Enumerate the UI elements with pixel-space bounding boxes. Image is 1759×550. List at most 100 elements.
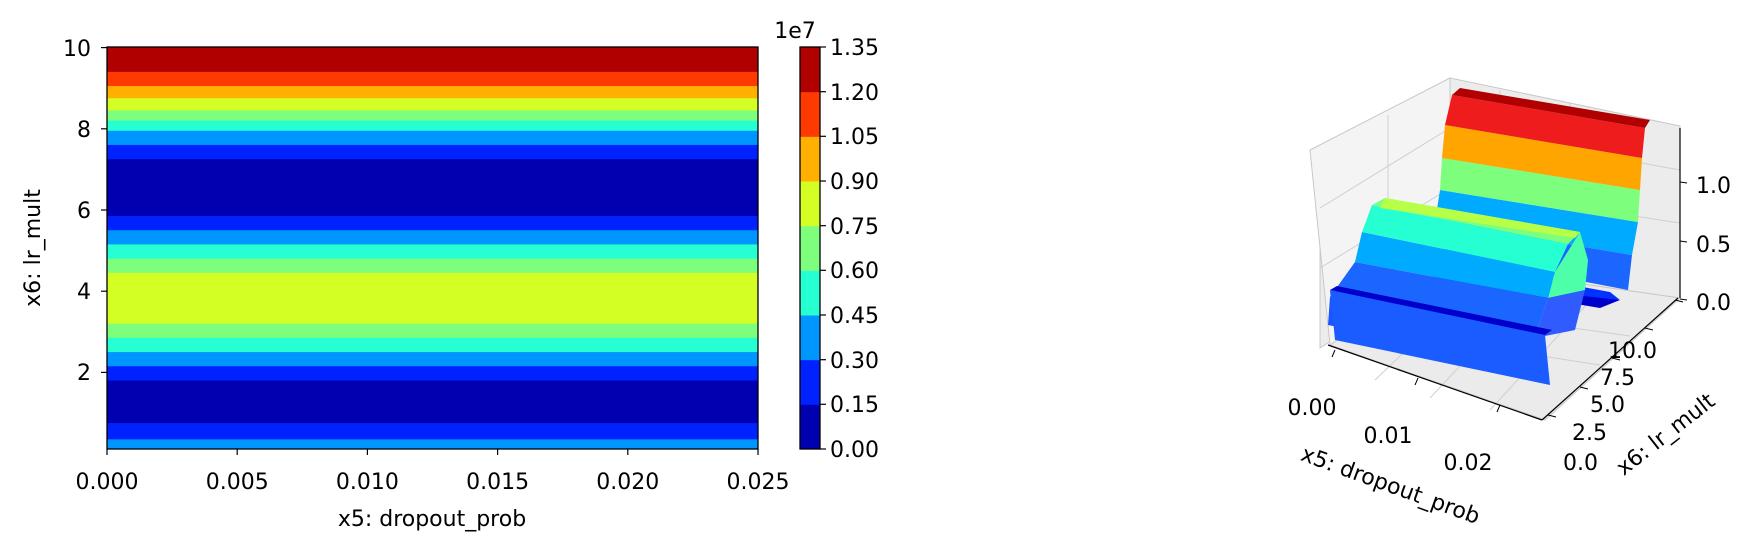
colorbar-tick: 0.60 bbox=[820, 259, 879, 284]
colorbar-tick: 0.45 bbox=[820, 304, 879, 329]
surface-band bbox=[1442, 125, 1642, 190]
contour-bands bbox=[107, 47, 758, 450]
colorbar-cell bbox=[800, 270, 820, 316]
contour-plot: 0.000 0.005 0.010 0.015 0.020 0.025 2 4 … bbox=[21, 37, 789, 532]
colorbar-tick-label: 0.15 bbox=[830, 393, 879, 418]
contour-x-tick: 0.005 bbox=[206, 449, 269, 495]
surface-band bbox=[1452, 88, 1650, 128]
colorbar-cell bbox=[800, 315, 820, 361]
surface-x-tick: 0.02 bbox=[1444, 404, 1501, 476]
contour-x-tick: 0.015 bbox=[466, 449, 529, 495]
colorbar-tick: 0.30 bbox=[820, 349, 879, 374]
surface-band bbox=[1355, 232, 1555, 298]
surface-y-tick-label: 5.0 bbox=[1590, 393, 1625, 418]
colorbar-tick-label: 0.30 bbox=[830, 349, 879, 374]
contour-band bbox=[107, 323, 758, 338]
colorbar-cell bbox=[800, 47, 820, 93]
contour-band bbox=[107, 229, 758, 245]
contour-x-ticks: 0.000 0.005 0.010 0.015 0.020 0.025 bbox=[76, 449, 790, 495]
contour-x-tick-label: 0.015 bbox=[466, 470, 529, 495]
contour-y-tick-label: 4 bbox=[77, 280, 91, 305]
colorbar-cell bbox=[800, 136, 820, 182]
surface-x-tick: 0.01 bbox=[1364, 377, 1419, 449]
colorbar: 1e7 0.00 0.15 0.30 0.45 0.60 0.75 0.90 1… bbox=[774, 19, 879, 463]
contour-y-axis-label: x6: lr_mult bbox=[21, 189, 46, 307]
surface-y-ticks: 0.0 2.5 5.0 7.5 10.0 bbox=[1547, 299, 1684, 476]
surface-z-tick: 0.5 bbox=[1679, 233, 1731, 258]
colorbar-tick: 0.75 bbox=[820, 215, 879, 240]
contour-x-tick: 0.025 bbox=[727, 449, 790, 495]
contour-y-tick: 6 bbox=[77, 199, 107, 224]
surface-band bbox=[1362, 205, 1568, 272]
colorbar-tick-label: 0.45 bbox=[830, 304, 879, 329]
surface-x-tick-label: 0.01 bbox=[1364, 424, 1413, 449]
surface-band bbox=[1535, 290, 1585, 338]
contour-x-axis-label: x5: dropout_prob bbox=[338, 507, 526, 532]
contour-y-tick-label: 8 bbox=[77, 118, 91, 143]
contour-band bbox=[107, 144, 758, 160]
contour-band bbox=[107, 109, 758, 121]
surface-y-tick: 10.0 bbox=[1608, 299, 1684, 364]
contour-band bbox=[107, 365, 758, 381]
surface-band bbox=[1445, 95, 1645, 158]
colorbar-multiplier: 1e7 bbox=[774, 19, 816, 44]
contour-band bbox=[107, 85, 758, 99]
surface-front-strip bbox=[1330, 286, 1552, 385]
colorbar-ticks: 0.00 0.15 0.30 0.45 0.60 0.75 0.90 1.05 … bbox=[820, 36, 879, 463]
contour-y-tick: 4 bbox=[77, 280, 107, 305]
colorbar-tick-label: 0.60 bbox=[830, 259, 879, 284]
contour-band bbox=[107, 379, 758, 424]
surface-band bbox=[1330, 286, 1552, 335]
colorbar-cell bbox=[800, 91, 820, 137]
colorbar-tick: 0.90 bbox=[820, 170, 879, 195]
surface-y-tick: 2.5 bbox=[1572, 386, 1607, 446]
colorbar-cells bbox=[800, 47, 820, 450]
surface-z-tick-label: 1.0 bbox=[1696, 174, 1731, 199]
contour-band bbox=[107, 47, 758, 72]
contour-band bbox=[107, 351, 758, 367]
colorbar-tick: 1.20 bbox=[820, 81, 879, 106]
surface-z-tick-label: 0.5 bbox=[1696, 233, 1731, 258]
surface-y-tick-label: 10.0 bbox=[1608, 339, 1657, 364]
contour-x-tick-label: 0.010 bbox=[336, 470, 399, 495]
surface-y-axis-label: x6: lr_mult bbox=[1612, 389, 1720, 481]
colorbar-tick-label: 0.90 bbox=[830, 170, 879, 195]
colorbar-tick: 1.05 bbox=[820, 125, 879, 150]
surface-x-ticks: 0.00 0.01 0.02 bbox=[1288, 349, 1501, 476]
contour-band bbox=[107, 337, 758, 353]
contour-band bbox=[107, 97, 758, 111]
surface-x-tick-label: 0.00 bbox=[1288, 396, 1337, 421]
contour-y-ticks: 2 4 6 8 10 bbox=[63, 37, 107, 386]
contour-x-tick: 0.010 bbox=[336, 449, 399, 495]
colorbar-frame bbox=[799, 46, 821, 450]
contour-plot-frame bbox=[106, 46, 759, 450]
colorbar-tick-label: 1.05 bbox=[830, 125, 879, 150]
contour-y-tick-label: 10 bbox=[63, 37, 91, 62]
contour-band bbox=[107, 422, 758, 440]
surface-band bbox=[1440, 158, 1640, 222]
contour-band bbox=[107, 215, 758, 231]
colorbar-cell bbox=[800, 404, 820, 450]
surface-y-tick-label: 7.5 bbox=[1600, 366, 1635, 391]
surface-y-tick: 5.0 bbox=[1590, 357, 1625, 418]
colorbar-cell bbox=[800, 225, 820, 271]
contour-x-tick-label: 0.025 bbox=[727, 470, 790, 495]
surface-x-tick-label: 0.02 bbox=[1444, 451, 1493, 476]
colorbar-tick: 1.35 bbox=[820, 36, 879, 61]
contour-band bbox=[107, 438, 758, 450]
colorbar-cell bbox=[800, 359, 820, 405]
contour-x-tick-label: 0.020 bbox=[596, 470, 659, 495]
colorbar-cell bbox=[800, 181, 820, 227]
contour-y-tick-label: 6 bbox=[77, 199, 91, 224]
surface-band bbox=[1435, 190, 1638, 255]
surface-z-tick: 0.0 bbox=[1679, 291, 1731, 316]
colorbar-tick-label: 1.35 bbox=[830, 36, 879, 61]
colorbar-tick-label: 0.75 bbox=[830, 215, 879, 240]
surface-3d-plot: 0.00 0.01 0.02 0.0 2.5 5.0 7.5 10.0 0.0 … bbox=[1288, 77, 1731, 530]
contour-band bbox=[107, 120, 758, 131]
colorbar-tick: 0.00 bbox=[820, 438, 879, 463]
surface-z-ticks: 0.0 0.5 1.0 bbox=[1679, 174, 1731, 316]
surface-band bbox=[1380, 198, 1580, 238]
colorbar-tick-label: 1.20 bbox=[830, 81, 879, 106]
colorbar-tick: 0.15 bbox=[820, 393, 879, 418]
